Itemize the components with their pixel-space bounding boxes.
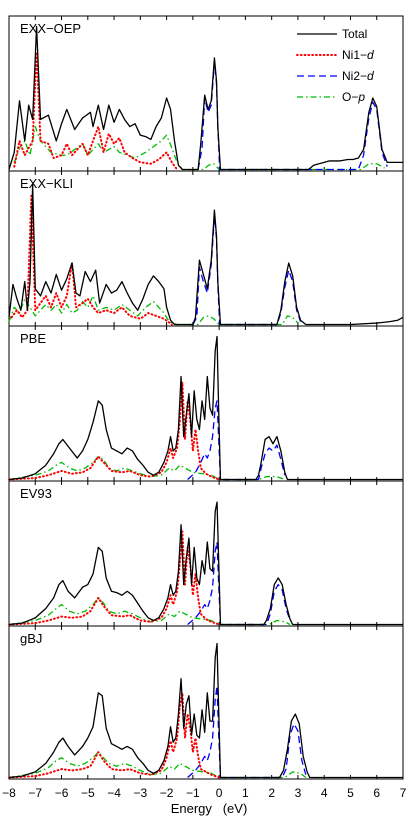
series-total-line bbox=[8, 642, 403, 779]
legend-label-ni2d: Ni2−d bbox=[342, 69, 374, 83]
legend-label-total: Total bbox=[342, 27, 367, 41]
series-total-line bbox=[8, 335, 403, 481]
panel-label: EXX−OEP bbox=[20, 21, 81, 36]
series-ni1d-line bbox=[10, 194, 173, 326]
x-tick-label: −4 bbox=[107, 786, 121, 800]
x-tick-label: −7 bbox=[28, 786, 42, 800]
legend-label-italic: d bbox=[367, 48, 374, 62]
x-tick-label: 3 bbox=[295, 786, 302, 800]
legend-label-text: O− bbox=[342, 90, 358, 104]
series-total-line bbox=[8, 501, 403, 626]
legend-label-op: O−p bbox=[342, 90, 365, 104]
series-ni1d-line bbox=[8, 381, 221, 481]
series-ni1d-line bbox=[8, 691, 221, 779]
series-total-line bbox=[8, 183, 404, 326]
series-total-line bbox=[8, 25, 403, 171]
legend-label-text: Total bbox=[342, 27, 367, 41]
x-tick-label: 6 bbox=[373, 786, 380, 800]
panels-group: EXX−OEP EXX−KLI PBE EV93 gBJ bbox=[8, 15, 404, 780]
panel-label: EXX−KLI bbox=[20, 176, 73, 191]
panel-5: gBJ bbox=[8, 625, 404, 780]
x-tick-label: −2 bbox=[160, 786, 174, 800]
series-op-line bbox=[8, 751, 307, 779]
x-axis: −8 −7 −6 −5 −4 −3 −2 −1 0 1 2 3 4 5 6 7 bbox=[2, 786, 407, 800]
panel-label: EV93 bbox=[20, 486, 52, 501]
x-tick-label: 5 bbox=[347, 786, 354, 800]
series-op-line bbox=[8, 597, 291, 626]
x-tick-label: −8 bbox=[2, 786, 16, 800]
panel-2: EXX−KLI bbox=[8, 170, 404, 327]
series-ni2d-line bbox=[187, 541, 291, 626]
x-axis-label: Energy (eV) bbox=[171, 801, 248, 816]
series-op-line bbox=[8, 295, 299, 326]
panel-1: EXX−OEP bbox=[8, 15, 404, 172]
legend-label-italic: d bbox=[367, 69, 374, 83]
x-tick-label: −1 bbox=[186, 786, 200, 800]
panel-4: EV93 bbox=[8, 480, 404, 627]
legend-label-ni1d: Ni1−d bbox=[342, 48, 374, 62]
x-tick-label: −3 bbox=[133, 786, 147, 800]
x-tick-label: 0 bbox=[216, 786, 223, 800]
panel-label: gBJ bbox=[20, 631, 42, 646]
series-ni2d-line bbox=[187, 685, 307, 779]
series-ni2d-line bbox=[192, 216, 302, 326]
panel-label: PBE bbox=[20, 331, 46, 346]
series-op-line bbox=[8, 455, 286, 481]
series-ni1d-line bbox=[8, 530, 221, 626]
series-op-line bbox=[13, 125, 385, 171]
panel-3: PBE bbox=[8, 325, 404, 482]
x-tick-label: 7 bbox=[400, 786, 407, 800]
panel-frame bbox=[8, 625, 404, 780]
x-tick-label: 1 bbox=[242, 786, 249, 800]
legend-label-italic: p bbox=[357, 90, 365, 104]
legend-label-text: Ni2− bbox=[342, 69, 367, 83]
x-tick-label: −6 bbox=[55, 786, 69, 800]
x-tick-label: 2 bbox=[268, 786, 275, 800]
x-tick-label: −5 bbox=[81, 786, 95, 800]
x-tick-label: 4 bbox=[321, 786, 328, 800]
legend-label-text: Ni1− bbox=[342, 48, 367, 62]
series-ni1d-line bbox=[13, 51, 179, 171]
